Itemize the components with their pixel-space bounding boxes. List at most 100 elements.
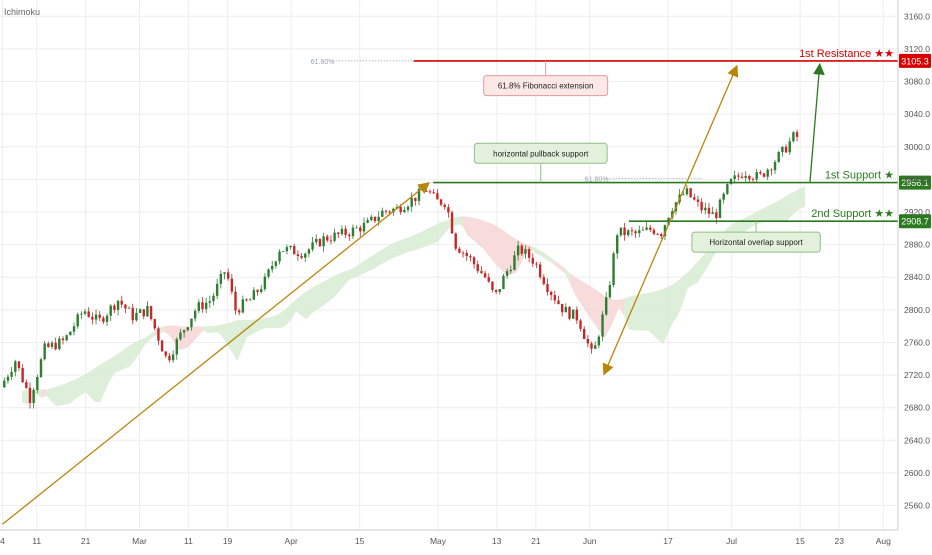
candle-body: [623, 227, 626, 236]
candle-body: [190, 318, 193, 328]
candle: [366, 217, 369, 224]
y-tick-label: 2960.0: [904, 174, 930, 184]
candle: [498, 289, 501, 295]
candle-body: [72, 326, 76, 332]
candle: [439, 198, 443, 207]
candle-body: [792, 132, 795, 142]
candle-body: [693, 197, 696, 200]
candle: [513, 250, 516, 271]
y-tick-label: 3120.0: [904, 44, 930, 54]
candle: [641, 226, 645, 231]
candle: [425, 187, 428, 192]
candle: [579, 318, 582, 332]
candle: [146, 301, 149, 318]
candle-body: [32, 390, 35, 404]
candle-body: [773, 161, 777, 171]
candle-body: [263, 276, 267, 290]
candle: [10, 366, 13, 381]
candle: [252, 287, 256, 300]
candle-body: [271, 265, 274, 270]
candle: [212, 293, 215, 306]
candle-body: [527, 249, 531, 258]
candle-body: [289, 245, 292, 248]
candle-body: [483, 273, 487, 278]
candle-body: [630, 230, 634, 232]
candle-body: [43, 343, 46, 360]
candle: [777, 150, 780, 163]
candle: [447, 204, 450, 218]
candle: [149, 305, 153, 321]
candle-body: [597, 336, 601, 346]
candle: [241, 295, 245, 314]
cloud-segment-bearish: [570, 273, 624, 339]
candle: [164, 351, 167, 359]
candle-body: [520, 245, 523, 254]
candle-body: [326, 236, 329, 241]
candle-body: [634, 231, 637, 234]
candle-body: [381, 210, 384, 217]
candle-body: [344, 228, 347, 235]
cloud-segment-bullish: [46, 331, 155, 407]
candle: [245, 298, 248, 302]
annotation-callout: horizontal pullback support: [473, 142, 608, 183]
fib-label: 61.80%: [311, 59, 335, 66]
candle: [120, 295, 123, 308]
candle-body: [351, 227, 355, 237]
candle: [726, 183, 729, 196]
candle-body: [770, 169, 773, 171]
candle: [333, 228, 336, 243]
candle-body: [127, 307, 131, 309]
x-tick-label: Mar: [132, 536, 147, 546]
y-tick-label: 2680.0: [904, 403, 930, 413]
x-tick-label: 11: [32, 536, 41, 546]
levels: 61.80% 61.80% 1st Resistance ★★ 3105.3 1st S…: [311, 48, 931, 229]
candle: [472, 255, 476, 269]
candle: [630, 227, 634, 236]
candle-body: [322, 236, 325, 247]
candle: [340, 225, 344, 236]
y-tick-label: 3160.0: [904, 11, 930, 21]
candle: [28, 382, 32, 409]
candle-body: [204, 302, 208, 310]
x-tick-label: Jul: [726, 536, 737, 546]
candle-body: [237, 310, 241, 313]
candle: [476, 260, 479, 274]
candle-body: [535, 263, 538, 265]
candle-body: [469, 256, 472, 258]
y-tick-label: 2760.0: [904, 337, 930, 347]
candle: [616, 233, 619, 259]
cloud-segment-bullish: [22, 389, 42, 405]
candle-body: [80, 313, 83, 315]
candle: [248, 297, 252, 301]
y-tick-label: 2640.0: [904, 435, 930, 445]
cloud-segment-bearish: [41, 389, 47, 398]
candle: [564, 303, 568, 313]
candle: [127, 306, 131, 309]
candle: [226, 268, 230, 281]
candle-body: [649, 227, 652, 230]
candle-body: [582, 328, 586, 339]
candle: [300, 252, 303, 260]
candle-body: [538, 264, 542, 278]
candle-body: [318, 239, 322, 247]
candle: [605, 292, 608, 316]
candle: [153, 318, 156, 331]
candle: [87, 307, 90, 318]
x-tick-label: 11: [184, 536, 193, 546]
candle: [582, 326, 586, 340]
candle-body: [252, 290, 256, 300]
candle: [428, 189, 432, 194]
candle: [142, 309, 145, 320]
candle-body: [590, 343, 593, 349]
candle: [469, 254, 472, 262]
candle-body: [94, 314, 98, 320]
candle-body: [417, 188, 421, 201]
candle-body: [278, 251, 281, 262]
candle: [190, 318, 193, 331]
candle: [83, 308, 87, 316]
candle-body: [47, 343, 50, 347]
candle: [766, 168, 769, 181]
candle-body: [557, 300, 560, 304]
